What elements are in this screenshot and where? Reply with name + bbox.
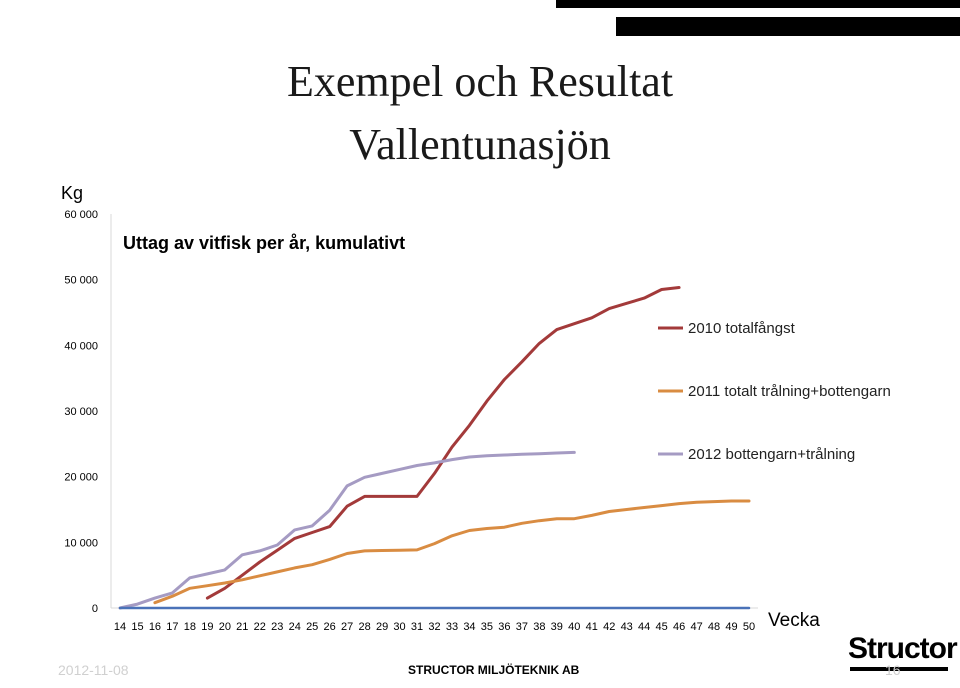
- logo-text: Structor: [848, 632, 958, 665]
- legend-label-2: 2012 bottengarn+trålning: [688, 446, 855, 463]
- slide-title-line1: Exempel och Resultat: [286, 57, 674, 106]
- x-tick-label: 44: [638, 621, 650, 633]
- x-tick-label: 21: [236, 621, 248, 633]
- y-tick-label: 20 000: [64, 472, 98, 484]
- x-tick-label: 42: [603, 621, 615, 633]
- x-tick-label: 22: [254, 621, 266, 633]
- y-tick-label: 50 000: [64, 275, 98, 287]
- x-tick-label: 39: [551, 621, 563, 633]
- x-tick-label: 47: [690, 621, 702, 633]
- x-tick-label: 26: [324, 621, 336, 633]
- x-tick-label: 46: [673, 621, 685, 633]
- chart-title: Uttag av vitfisk per år, kumulativt: [123, 233, 405, 253]
- top-decor-bar-thin: [556, 0, 960, 8]
- x-tick-label: 38: [533, 621, 545, 633]
- x-tick-label: 24: [289, 621, 301, 633]
- x-tick-label: 50: [743, 621, 755, 633]
- x-tick-label: 23: [271, 621, 283, 633]
- x-tick-label: 29: [376, 621, 388, 633]
- x-tick-label: 20: [219, 621, 231, 633]
- y-tick-label: 10 000: [64, 537, 98, 549]
- series-line-0: [205, 286, 681, 600]
- x-tick-label: 41: [586, 621, 598, 633]
- slide-title-line2: Vallentunasjön: [349, 120, 611, 169]
- x-tick-label: 48: [708, 621, 720, 633]
- y-tick-label: 60 000: [64, 209, 98, 221]
- x-tick-label: 36: [498, 621, 510, 633]
- logo-bar: [850, 667, 948, 671]
- x-tick-label: 33: [446, 621, 458, 633]
- x-tick-label: 35: [481, 621, 493, 633]
- x-tick-label: 18: [184, 621, 196, 633]
- x-tick-label: 43: [621, 621, 633, 633]
- x-tick-label: 32: [428, 621, 440, 633]
- x-tick-label: 25: [306, 621, 318, 633]
- y-tick-label: 30 000: [64, 406, 98, 418]
- x-tick-label: 16: [149, 621, 161, 633]
- legend-label-0: 2010 totalfångst: [688, 320, 796, 337]
- x-tick-label: 15: [131, 621, 143, 633]
- structor-logo: Structor: [848, 630, 958, 672]
- y-axis-label: Kg: [61, 183, 83, 203]
- x-tick-label: 45: [656, 621, 668, 633]
- x-tick-label: 37: [516, 621, 528, 633]
- page-number: 16: [885, 662, 901, 678]
- x-tick-label: 49: [725, 621, 737, 633]
- x-tick-label: 31: [411, 621, 423, 633]
- x-tick-label: 17: [166, 621, 178, 633]
- x-tick-label: 27: [341, 621, 353, 633]
- footer-company: STRUCTOR MILJÖTEKNIK AB: [408, 663, 580, 677]
- x-axis-label: Vecka: [768, 610, 820, 631]
- x-tick-label: 14: [114, 621, 126, 633]
- x-tick-label: 34: [463, 621, 475, 633]
- y-tick-label: 0: [92, 603, 98, 615]
- x-tick-label: 19: [201, 621, 213, 633]
- y-tick-label: 40 000: [64, 340, 98, 352]
- x-tick-label: 40: [568, 621, 580, 633]
- x-tick-label: 28: [358, 621, 370, 633]
- footer-date: 2012-11-08: [58, 662, 129, 678]
- series-line-2: [118, 450, 576, 610]
- x-tick-label: 30: [393, 621, 405, 633]
- top-decor-bar-thick: [616, 17, 960, 36]
- series-line-1: [153, 499, 751, 605]
- legend-label-1: 2011 totalt trålning+bottengarn: [688, 383, 891, 400]
